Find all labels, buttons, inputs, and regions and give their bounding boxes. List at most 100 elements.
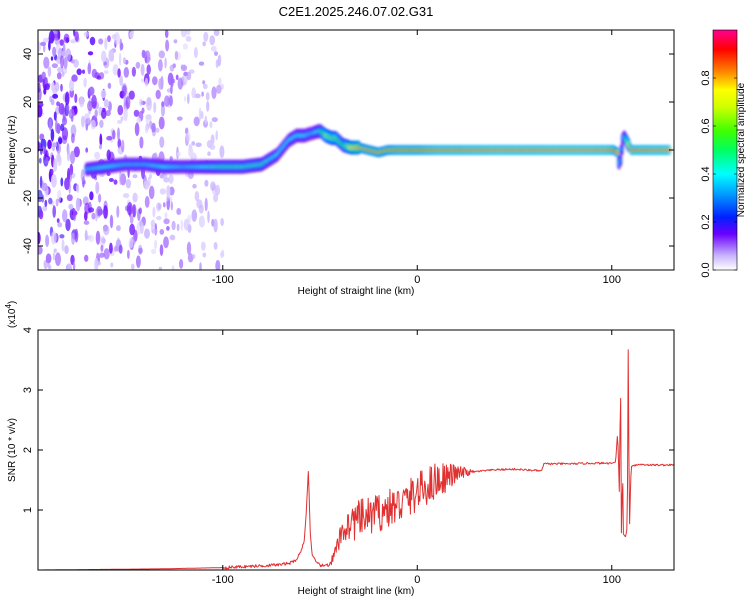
noise-blob <box>198 61 205 66</box>
noise-blob <box>71 133 75 144</box>
noise-blob <box>159 244 164 256</box>
noise-blob <box>151 228 158 235</box>
noise-blob <box>79 96 85 108</box>
noise-blob <box>164 212 168 219</box>
noise-blob <box>163 202 166 208</box>
noise-blob <box>38 142 42 151</box>
noise-blob <box>71 105 77 110</box>
snr-y-axis-label: SNR (10 * v/v) <box>7 418 18 482</box>
noise-blob <box>108 49 114 62</box>
noise-blob <box>68 203 74 210</box>
noise-blob <box>218 77 222 87</box>
noise-blob <box>209 121 213 129</box>
noise-blob <box>158 50 165 59</box>
noise-blob <box>44 83 50 91</box>
noise-blob <box>84 211 88 221</box>
noise-blob <box>207 151 211 156</box>
noise-blob <box>114 32 120 45</box>
colorbar-tick-label: 0.6 <box>700 118 712 133</box>
y-tick-label: 1 <box>22 507 34 513</box>
noise-blob <box>211 86 217 99</box>
noise-blob <box>52 205 56 218</box>
noise-blob <box>83 31 89 37</box>
noise-blob <box>169 64 175 72</box>
noise-blob <box>59 234 65 239</box>
noise-blob <box>57 30 61 40</box>
noise-blob <box>103 70 109 75</box>
noise-blob <box>53 248 57 253</box>
noise-blob <box>139 136 144 149</box>
noise-blob <box>202 80 206 85</box>
noise-blob <box>151 122 156 133</box>
noise-blob <box>63 33 70 42</box>
noise-blob <box>204 115 208 125</box>
noise-blob <box>191 87 196 99</box>
noise-blob <box>54 82 60 92</box>
noise-blob <box>171 264 175 270</box>
noise-blob <box>45 234 50 247</box>
noise-blob <box>120 116 124 122</box>
noise-blob <box>155 127 160 133</box>
noise-blob <box>98 193 102 203</box>
x-tick-label: 100 <box>603 574 621 586</box>
noise-blob <box>108 178 114 182</box>
noise-blob <box>106 149 111 161</box>
noise-blob <box>213 30 220 37</box>
noise-blob <box>129 215 134 225</box>
spectrogram-ridge <box>84 124 672 177</box>
noise-blob <box>165 39 170 52</box>
noise-blob <box>192 254 196 259</box>
noise-blob <box>103 205 108 219</box>
noise-blob <box>45 156 49 164</box>
x-tick-label: 100 <box>603 274 621 286</box>
noise-blob <box>219 145 225 158</box>
noise-blob <box>101 50 107 63</box>
noise-blob <box>99 144 102 150</box>
noise-blob <box>48 40 51 51</box>
noise-blob <box>83 77 87 88</box>
noise-blob <box>101 109 107 119</box>
noise-blob <box>74 228 79 243</box>
noise-blob <box>186 131 191 143</box>
noise-blob <box>119 171 122 186</box>
noise-blob <box>43 56 50 69</box>
noise-blob <box>168 95 173 107</box>
noise-blob <box>123 108 128 122</box>
noise-blob <box>83 220 90 225</box>
noise-blob <box>122 85 127 97</box>
noise-blob <box>206 100 210 112</box>
noise-blob <box>84 254 89 262</box>
noise-blob <box>67 148 70 162</box>
noise-blob <box>139 98 143 107</box>
noise-blob <box>41 194 45 203</box>
noise-blob <box>65 48 72 62</box>
noise-blob <box>117 105 124 116</box>
noise-blob <box>110 262 114 268</box>
noise-blob <box>199 262 202 270</box>
noise-blob <box>43 88 47 95</box>
noise-blob <box>150 219 156 228</box>
noise-blob <box>145 114 152 120</box>
noise-blob <box>61 127 69 141</box>
noise-blob <box>38 157 42 164</box>
noise-blob <box>89 36 96 46</box>
noise-blob <box>139 220 142 227</box>
noise-blob <box>87 62 92 75</box>
noise-blob <box>194 191 200 202</box>
noise-blob <box>73 146 80 158</box>
noise-blob <box>49 95 53 103</box>
noise-blob <box>51 81 55 93</box>
noise-blob <box>210 45 217 52</box>
noise-blob <box>164 95 170 107</box>
noise-blob <box>117 127 120 141</box>
x-tick-label: -100 <box>212 574 234 586</box>
noise-blob <box>135 61 141 69</box>
noise-blob <box>185 36 192 42</box>
noise-blob <box>166 196 169 202</box>
noise-blob <box>193 116 200 127</box>
noise-blob <box>121 139 125 153</box>
y-tick-label: -20 <box>22 190 34 206</box>
noise-blob <box>90 119 96 130</box>
noise-blob <box>87 51 94 56</box>
